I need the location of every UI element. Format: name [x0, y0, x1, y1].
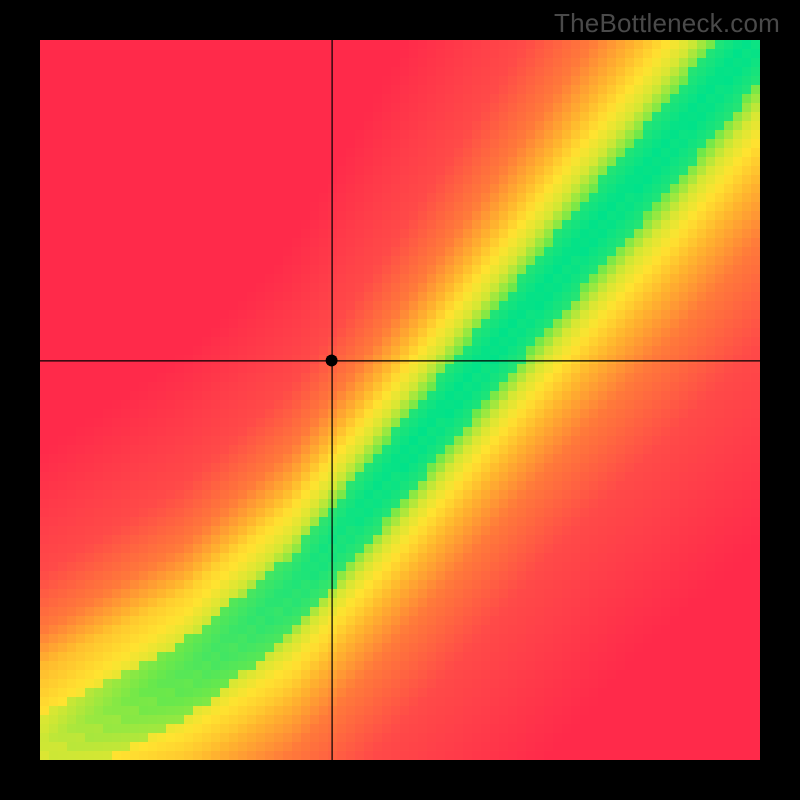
watermark-label: TheBottleneck.com [554, 8, 780, 39]
bottleneck-heatmap [40, 40, 760, 760]
chart-frame: TheBottleneck.com [0, 0, 800, 800]
